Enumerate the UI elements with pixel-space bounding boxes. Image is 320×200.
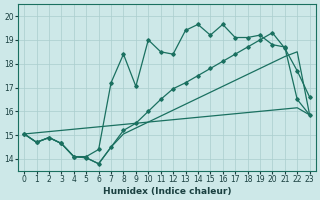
X-axis label: Humidex (Indice chaleur): Humidex (Indice chaleur)	[103, 187, 231, 196]
